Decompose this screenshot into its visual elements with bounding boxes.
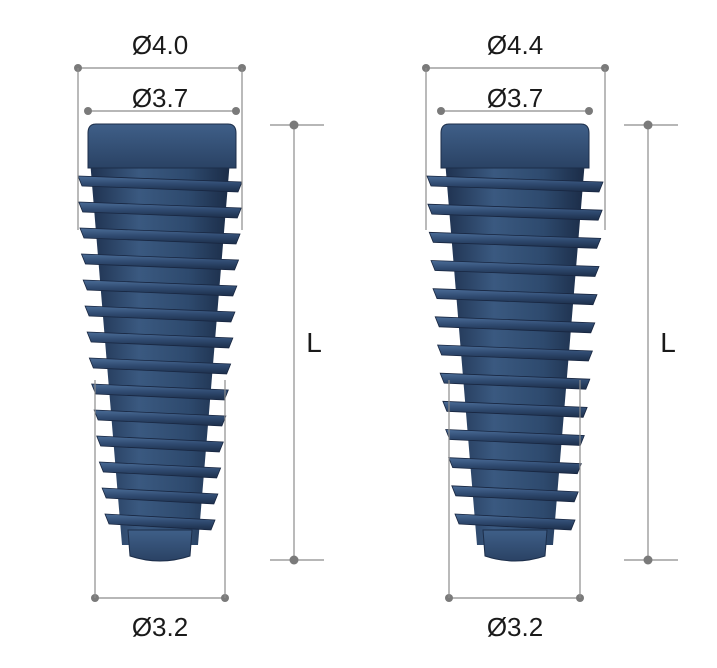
thread-ridge (96, 435, 224, 453)
thread-ridge (101, 487, 219, 505)
implant-collar (87, 123, 237, 169)
length-label: L (660, 327, 676, 358)
dimension-dot (585, 107, 593, 115)
thread-ridge (427, 203, 603, 221)
dimension-dot (643, 120, 653, 130)
thread-ridge (91, 383, 229, 401)
outer-diameter-label: Ø4.0 (132, 30, 188, 60)
dimension-dot (84, 107, 92, 115)
length-label: L (306, 327, 322, 358)
platform-diameter-label: Ø3.7 (487, 83, 543, 113)
thread-ridge (428, 231, 602, 249)
implant-4-0: Ø4.0 Ø3.7 Ø3.2 L (74, 30, 324, 642)
thread-ridge (104, 513, 216, 531)
thread-ridge (79, 227, 241, 245)
implant-apex (127, 529, 193, 562)
thread-ridge (439, 372, 591, 390)
thread-ridge (80, 253, 240, 271)
thread-ridge (426, 175, 604, 193)
implant-threads (77, 123, 243, 562)
thread-ridge (442, 400, 588, 418)
implant-apex (482, 529, 548, 562)
thread-ridge (84, 305, 236, 323)
outer-diameter-label: Ø4.4 (487, 30, 543, 60)
implant-threads (426, 123, 604, 562)
thread-ridge (430, 260, 600, 277)
dimension-lines (74, 64, 324, 602)
dimension-dot (289, 555, 299, 565)
implant-core (90, 160, 230, 545)
dimension-lines (422, 64, 678, 602)
thread-ridge (93, 409, 227, 427)
thread-ridge (98, 461, 222, 479)
thread-ridge (82, 279, 238, 297)
apex-diameter-label: Ø3.2 (132, 612, 188, 642)
dimension-dot (289, 120, 299, 130)
dimension-dot (437, 107, 445, 115)
thread-ridge (434, 316, 596, 334)
thread-ridge (86, 331, 234, 349)
apex-diameter-label: Ø3.2 (487, 612, 543, 642)
thread-ridge (77, 175, 243, 193)
thread-ridge (451, 485, 579, 503)
dimension-dot (232, 107, 240, 115)
dimension-dot (643, 555, 653, 565)
thread-ridge (437, 344, 593, 362)
platform-diameter-label: Ø3.7 (132, 83, 188, 113)
thread-ridge (78, 201, 242, 219)
thread-ridge (454, 513, 576, 531)
implant-4-4: Ø4.4 Ø3.7 Ø3.2 L (422, 30, 678, 642)
thread-ridge (448, 457, 582, 475)
thread-ridge (432, 288, 598, 306)
implant-collar (440, 123, 590, 169)
thread-ridge (88, 357, 232, 375)
